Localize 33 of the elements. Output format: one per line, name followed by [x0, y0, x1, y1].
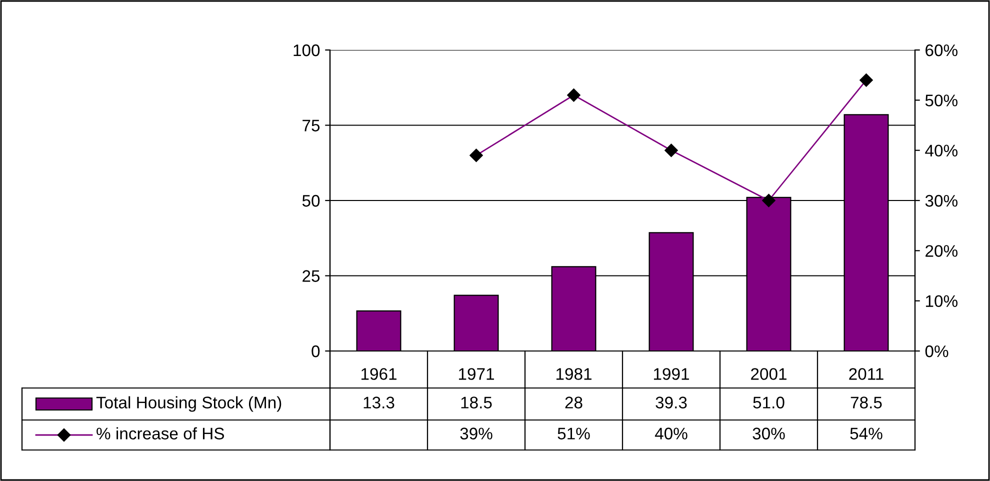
- data-label: 13.3: [364, 396, 394, 408]
- y2-tick-label: 20%: [926, 245, 958, 257]
- y-tick-label: 75: [302, 120, 320, 132]
- x-tick-label: 2011: [849, 368, 884, 380]
- x-tick-label: 1961: [361, 368, 396, 380]
- x-tick-label: 1981: [556, 368, 592, 380]
- y2-tick-label: 10%: [926, 295, 958, 308]
- data-label: 28: [565, 396, 582, 408]
- data-label: 54%: [850, 428, 882, 440]
- y-tick-label: 50: [302, 194, 320, 207]
- data-label: 51%: [558, 428, 590, 440]
- bar: [356, 310, 402, 351]
- x-tick-label: 1991: [654, 368, 689, 380]
- y2-tick-label: 60%: [926, 44, 958, 56]
- y-tick-label: 25: [302, 270, 320, 282]
- y2-tick-label: 0%: [925, 345, 948, 358]
- data-label: 39.3: [656, 396, 687, 408]
- y2-tick-label: 50%: [925, 94, 958, 106]
- data-label: 40%: [654, 428, 688, 440]
- data-label: 18.5: [461, 396, 492, 408]
- legend-label: Total Housing Stock (Mn): [96, 396, 282, 412]
- y2-tick-label: 30%: [925, 194, 958, 207]
- y2-tick-label: 40%: [925, 144, 958, 157]
- bar: [454, 294, 499, 351]
- data-label: 39%: [460, 428, 492, 440]
- y-tick-label: 0: [312, 345, 320, 358]
- x-tick-label: 1971: [458, 368, 494, 380]
- data-label: 30%: [752, 428, 785, 440]
- x-tick-label: 2001: [751, 368, 786, 380]
- legend-label: % increase of HS: [96, 427, 224, 440]
- y-tick-label: 100: [294, 44, 320, 56]
- data-label: 78.5: [850, 396, 882, 408]
- data-label: 51.0: [753, 396, 784, 408]
